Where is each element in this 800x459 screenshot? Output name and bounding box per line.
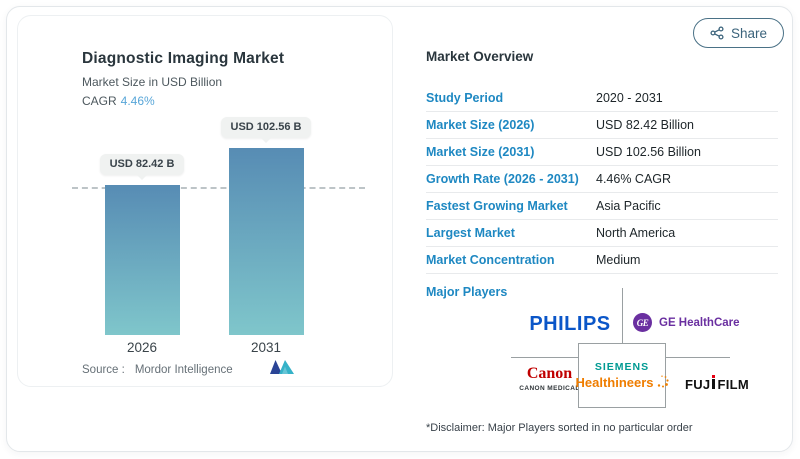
healthineers-dots-icon xyxy=(657,375,669,391)
chart-title: Diagnostic Imaging Market xyxy=(82,50,285,67)
row-label: Market Size (2031) xyxy=(426,145,535,159)
share-button[interactable]: Share xyxy=(692,18,784,48)
chart-subtitle: Market Size in USD Billion xyxy=(82,75,223,89)
row-label: Growth Rate (2026 - 2031) xyxy=(426,172,579,186)
chart-header: Diagnostic Imaging Market Market Size in… xyxy=(82,50,284,108)
table-row: Growth Rate (2026 - 2031) 4.46% CAGR xyxy=(426,166,778,193)
table-row: Market Concentration Medium xyxy=(426,247,778,274)
bar-value-label: USD 82.42 B xyxy=(109,158,175,170)
market-snapshot-card: Diagnostic Imaging Market Market Size in… xyxy=(6,6,793,452)
logo-grid-horizontal-line-right xyxy=(666,357,730,358)
fujifilm-logo: FUJ FILM xyxy=(685,374,749,392)
source-value: Mordor Intelligence xyxy=(134,364,233,376)
x-axis-label-2031: 2031 xyxy=(250,340,282,355)
source-label: Source : xyxy=(82,364,125,376)
overview-title: Market Overview xyxy=(426,49,534,64)
share-button-label: Share xyxy=(730,25,767,41)
overview-table: Study Period 2020 - 2031 Market Size (20… xyxy=(426,85,778,274)
row-label: Fastest Growing Market xyxy=(426,199,568,213)
x-axis-label-2026: 2026 xyxy=(126,340,158,355)
row-value: Asia Pacific xyxy=(596,199,661,213)
disclaimer-text: *Disclaimer: Major Players sorted in no … xyxy=(426,422,693,434)
chart-cagr: CAGR 4.46% xyxy=(82,94,284,108)
healthineers-wordmark: Healthineers xyxy=(575,375,669,391)
bar-value-label: USD 102.56 B xyxy=(230,121,302,133)
share-icon xyxy=(710,26,724,40)
canon-medical-logo: Canon CANON MEDICAL xyxy=(512,365,587,392)
dashed-reference-line xyxy=(72,187,365,189)
table-row: Market Size (2031) USD 102.56 Billion xyxy=(426,139,778,166)
table-row: Fastest Growing Market Asia Pacific xyxy=(426,193,778,220)
logo-grid-vertical-divider xyxy=(622,288,623,343)
siemens-wordmark: SIEMENS xyxy=(594,360,650,373)
row-value: Medium xyxy=(596,253,641,267)
row-value: 2020 - 2031 xyxy=(596,91,663,105)
bar-rect-2026 xyxy=(104,185,180,335)
ge-monogram-icon: GE xyxy=(633,313,652,332)
philips-logo: PHILIPS xyxy=(529,313,611,335)
bar-value-bubble: USD 102.56 B xyxy=(220,117,312,138)
canon-wordmark: Canon xyxy=(526,365,573,382)
mordor-intelligence-logo-icon xyxy=(270,360,294,379)
table-row: Market Size (2026) USD 82.42 Billion xyxy=(426,112,778,139)
row-value: USD 102.56 Billion xyxy=(596,145,701,159)
bar-group-2026: USD 82.42 B xyxy=(82,154,202,335)
row-label: Market Size (2026) xyxy=(426,118,535,132)
row-value: USD 82.42 Billion xyxy=(596,118,694,132)
row-label: Largest Market xyxy=(426,226,515,240)
row-label: Study Period xyxy=(426,91,504,105)
row-value: North America xyxy=(596,226,676,240)
row-value: 4.46% CAGR xyxy=(596,172,672,186)
canon-medical-label: CANON MEDICAL xyxy=(519,385,580,392)
table-row: Largest Market North America xyxy=(426,220,778,247)
ge-healthcare-logo: GE GE HealthCare xyxy=(633,313,740,332)
logo-grid-horizontal-line-left xyxy=(511,357,578,358)
chart-panel: Diagnostic Imaging Market Market Size in… xyxy=(17,15,393,387)
fujifilm-i-icon xyxy=(712,374,716,389)
table-row: Study Period 2020 - 2031 xyxy=(426,85,778,112)
ge-healthcare-name: GE HealthCare xyxy=(659,316,740,329)
bar-value-bubble: USD 82.42 B xyxy=(99,154,185,175)
bar-group-2031: USD 102.56 B xyxy=(206,117,326,335)
major-players-label: Major Players xyxy=(426,285,508,299)
row-label: Market Concentration xyxy=(426,253,555,267)
cagr-value: 4.46% xyxy=(120,94,155,108)
source-row: Source : Mordor Intelligence xyxy=(82,364,233,376)
siemens-healthineers-logo: SIEMENS Healthineers xyxy=(575,343,669,408)
bar-rect-2031 xyxy=(228,148,304,335)
cagr-label: CAGR xyxy=(82,94,117,108)
